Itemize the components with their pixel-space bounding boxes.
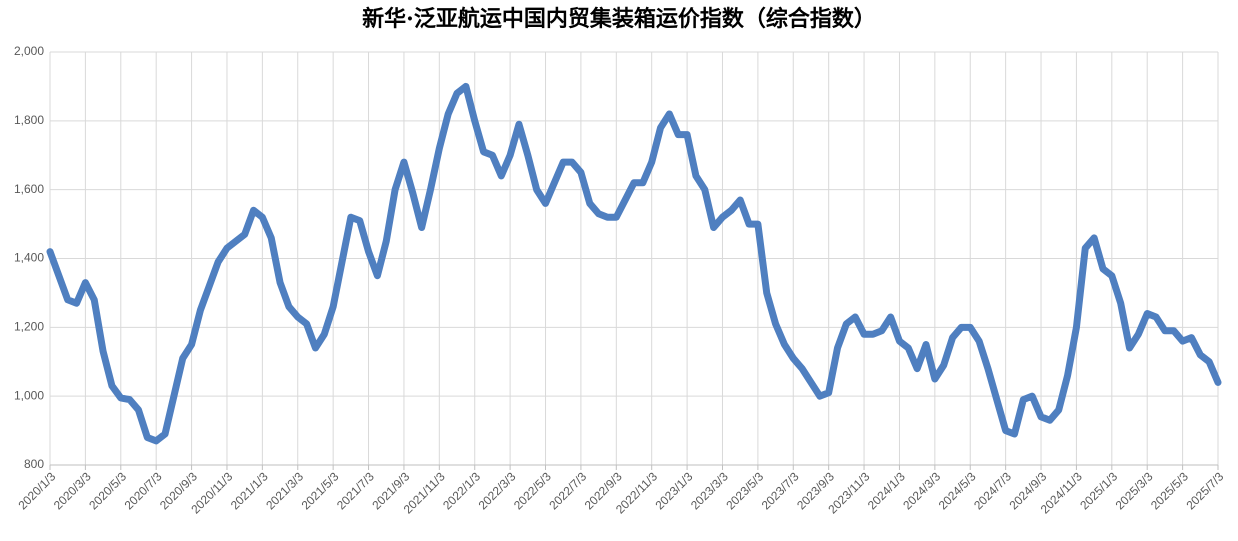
x-tick-label: 2022/7/3	[546, 469, 589, 512]
x-tick-label: 2020/3/3	[51, 469, 94, 512]
x-tick-label: 2022/1/3	[440, 469, 483, 512]
x-tick-label: 2023/7/3	[759, 469, 802, 512]
chart-title: 新华·泛亚航运中国内贸集装箱运价指数（综合指数）	[362, 6, 876, 32]
x-tick-label: 2024/3/3	[900, 469, 943, 512]
y-tick-label: 1,800	[14, 113, 44, 127]
x-tick-label: 2022/5/3	[511, 469, 554, 512]
y-tick-label: 800	[24, 457, 44, 471]
x-tick-label: 2025/7/3	[1183, 469, 1226, 512]
x-tick-label: 2020/7/3	[122, 469, 165, 512]
y-tick-label: 1,200	[14, 320, 44, 334]
data-line	[46, 82, 1222, 445]
y-tick-label: 1,600	[14, 182, 44, 196]
x-tick-label: 2020/5/3	[86, 469, 129, 512]
x-tick-label: 2023/3/3	[688, 469, 731, 512]
x-tick-label: 2021/7/3	[334, 469, 377, 512]
x-tick-label: 2023/1/3	[653, 469, 696, 512]
x-tick-label: 2020/1/3	[15, 469, 58, 512]
x-tick-label: 2025/5/3	[1148, 469, 1191, 512]
x-tick-label: 2021/3/3	[263, 469, 306, 512]
x-tick-label: 2025/3/3	[1113, 469, 1156, 512]
x-tick-label: 2023/5/3	[723, 469, 766, 512]
y-tick-label: 2,000	[14, 44, 44, 58]
x-tick-label: 2021/1/3	[228, 469, 271, 512]
x-tick-label: 2025/1/3	[1077, 469, 1120, 512]
y-tick-label: 1,400	[14, 251, 44, 265]
x-tick-label: 2024/1/3	[865, 469, 908, 512]
x-tick-label: 2024/7/3	[971, 469, 1014, 512]
x-tick-label: 2022/3/3	[476, 469, 519, 512]
x-tick-label: 2024/5/3	[936, 469, 979, 512]
y-tick-label: 1,000	[14, 388, 44, 402]
x-tick-label: 2021/5/3	[299, 469, 342, 512]
